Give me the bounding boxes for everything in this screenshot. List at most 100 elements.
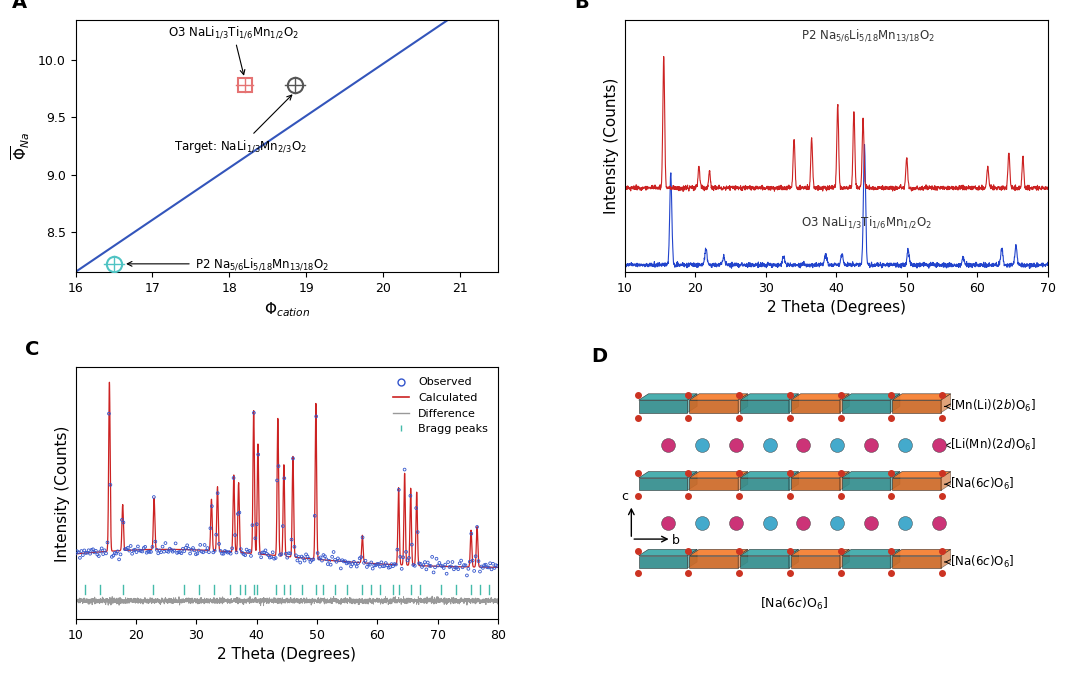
Point	[118, 544, 135, 555]
Point	[383, 559, 401, 569]
Point	[381, 562, 399, 573]
Point	[341, 557, 359, 568]
Point	[178, 540, 195, 551]
Point	[117, 544, 134, 555]
Point	[274, 521, 292, 532]
Polygon shape	[941, 394, 950, 413]
Point	[380, 563, 397, 573]
Point	[435, 563, 453, 573]
Polygon shape	[740, 394, 798, 400]
Point	[283, 534, 300, 545]
Point	[104, 551, 121, 562]
Point	[110, 554, 127, 565]
Point	[393, 563, 410, 574]
Point	[156, 546, 173, 557]
Point	[122, 540, 139, 551]
Point	[316, 551, 334, 562]
Point	[287, 550, 305, 561]
Polygon shape	[791, 556, 839, 568]
Point	[267, 553, 284, 563]
Text: [Na(6$c$)O$_6$]: [Na(6$c$)O$_6$]	[760, 596, 828, 612]
Point	[176, 546, 193, 557]
Point	[367, 560, 384, 571]
Point	[85, 547, 103, 558]
Point	[180, 543, 198, 554]
Point	[235, 549, 253, 560]
Polygon shape	[791, 549, 849, 556]
Point	[193, 546, 211, 557]
Text: [Na(6$c$)O$_6$]: [Na(6$c$)O$_6$]	[945, 476, 1014, 492]
Point	[337, 556, 354, 567]
Point	[414, 561, 431, 572]
Point	[102, 479, 119, 490]
Point	[369, 559, 387, 569]
Point	[305, 554, 322, 565]
Text: O3 NaLi$_{1/3}$Ti$_{1/6}$Mn$_{1/2}$O$_2$: O3 NaLi$_{1/3}$Ti$_{1/6}$Mn$_{1/2}$O$_2$	[167, 24, 298, 75]
Point	[145, 492, 162, 503]
Point	[373, 557, 390, 568]
Point	[416, 557, 433, 567]
Polygon shape	[687, 549, 697, 568]
Point	[386, 559, 403, 569]
Point	[422, 561, 440, 571]
X-axis label: 2 Theta (Degrees): 2 Theta (Degrees)	[767, 300, 906, 315]
Point	[299, 551, 316, 562]
Point	[365, 560, 382, 571]
Point	[200, 546, 217, 557]
Point	[333, 563, 350, 574]
Point	[434, 561, 451, 571]
Point	[313, 555, 330, 566]
Point	[440, 557, 457, 567]
Point	[191, 540, 208, 551]
Polygon shape	[740, 400, 788, 413]
Polygon shape	[689, 549, 747, 556]
Point	[318, 554, 335, 565]
Point	[105, 551, 122, 561]
Polygon shape	[839, 472, 849, 491]
Point	[291, 552, 308, 563]
Point	[406, 561, 423, 571]
Polygon shape	[689, 394, 747, 400]
Point	[190, 545, 207, 556]
Point	[167, 538, 185, 548]
Polygon shape	[941, 549, 950, 568]
Point	[324, 551, 341, 562]
Point	[254, 547, 271, 558]
Point	[168, 548, 186, 559]
Polygon shape	[638, 400, 687, 413]
Point	[360, 559, 377, 570]
Point	[328, 557, 346, 567]
Point	[143, 546, 160, 557]
Point	[392, 551, 409, 562]
Point	[474, 563, 491, 573]
Point	[67, 548, 84, 559]
Point	[390, 485, 407, 495]
Polygon shape	[788, 549, 798, 568]
Point	[278, 548, 295, 559]
Point	[415, 560, 432, 571]
Point	[139, 546, 157, 557]
Polygon shape	[788, 472, 798, 491]
Point	[402, 491, 419, 501]
Point	[151, 545, 168, 556]
Point	[266, 553, 283, 564]
Point	[325, 546, 342, 557]
Point	[148, 544, 165, 555]
Polygon shape	[892, 394, 950, 400]
Point	[270, 461, 287, 472]
Y-axis label: $\overline{\Phi}_{Na}$: $\overline{\Phi}_{Na}$	[10, 132, 32, 160]
Point	[152, 546, 170, 557]
Point	[154, 541, 172, 552]
Point	[411, 559, 429, 569]
Polygon shape	[892, 400, 941, 413]
Point	[375, 561, 392, 571]
Point	[83, 544, 100, 555]
Point	[280, 548, 297, 559]
Polygon shape	[740, 478, 788, 491]
Point	[75, 550, 92, 561]
Point	[460, 563, 477, 574]
Y-axis label: Intensity (Counts): Intensity (Counts)	[605, 78, 620, 214]
Text: O3 NaLi$_{1/3}$Ti$_{1/6}$Mn$_{1/2}$O$_2$: O3 NaLi$_{1/3}$Ti$_{1/6}$Mn$_{1/2}$O$_2$	[801, 215, 932, 230]
Point	[372, 561, 389, 572]
Point	[470, 556, 487, 567]
